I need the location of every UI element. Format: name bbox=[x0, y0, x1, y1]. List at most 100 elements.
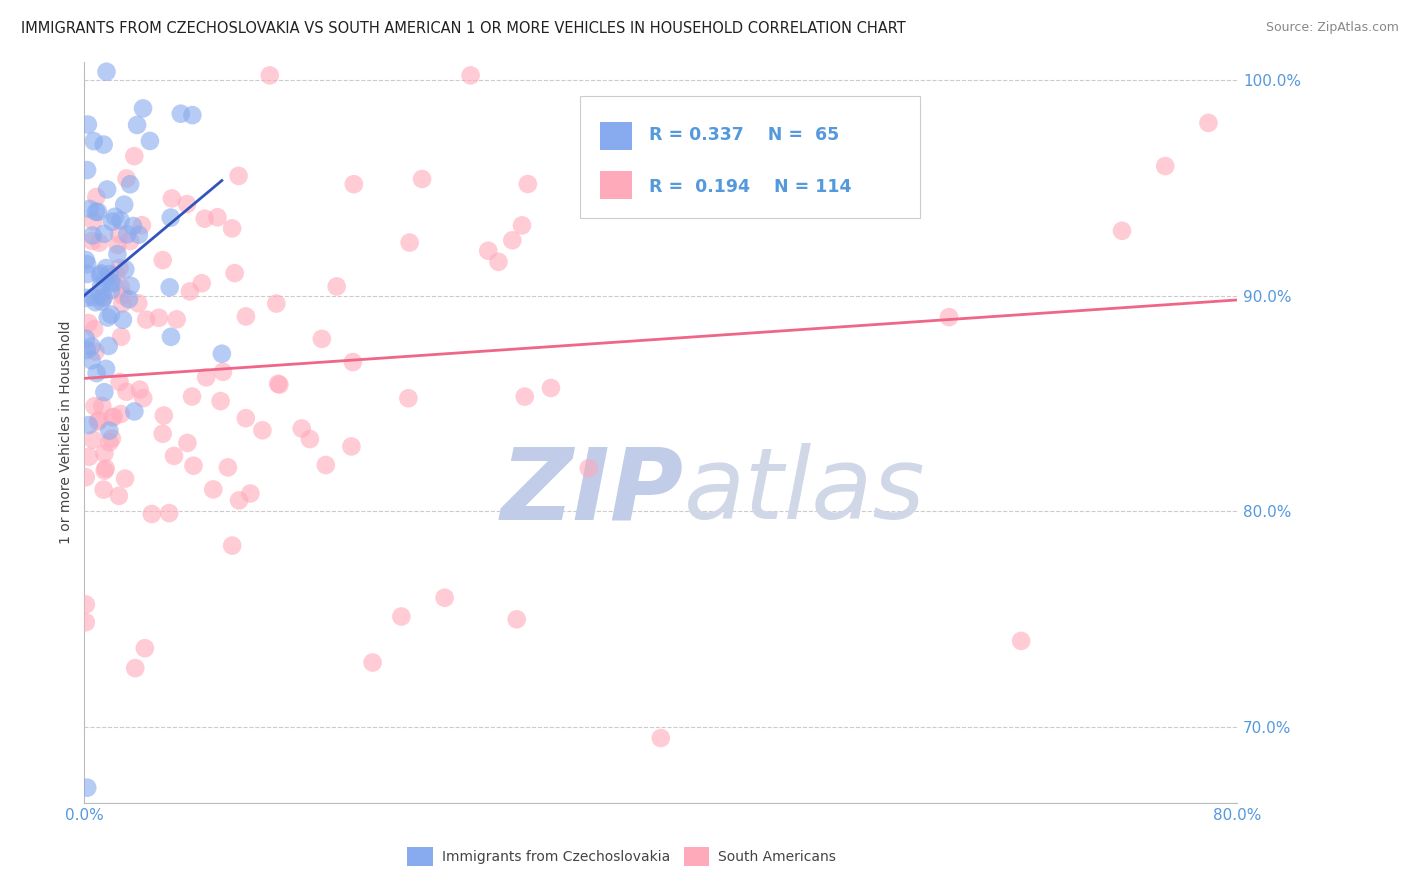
Point bbox=[135, 312, 157, 326]
Point bbox=[97, 310, 120, 325]
Point bbox=[111, 296, 134, 310]
Point bbox=[77, 316, 100, 330]
Point bbox=[90, 294, 112, 309]
Point bbox=[195, 370, 218, 384]
Point bbox=[128, 227, 150, 242]
Bar bbox=[408, 847, 433, 866]
Point bbox=[103, 409, 125, 424]
Point bbox=[578, 461, 600, 475]
Point bbox=[75, 598, 97, 612]
Point bbox=[501, 233, 523, 247]
Text: Source: ZipAtlas.com: Source: ZipAtlas.com bbox=[1265, 21, 1399, 34]
Point bbox=[76, 267, 98, 281]
Point bbox=[128, 383, 150, 397]
Point bbox=[650, 731, 672, 745]
Point bbox=[202, 483, 225, 497]
Point bbox=[124, 404, 146, 418]
Point bbox=[1198, 116, 1220, 130]
Point bbox=[179, 285, 201, 299]
Point bbox=[93, 446, 115, 460]
Point bbox=[101, 432, 124, 446]
Point bbox=[170, 106, 193, 120]
Point bbox=[361, 656, 384, 670]
Point bbox=[83, 322, 105, 336]
Point bbox=[101, 410, 124, 425]
Point bbox=[488, 255, 510, 269]
Text: ZIP: ZIP bbox=[501, 443, 683, 541]
Point bbox=[98, 267, 121, 281]
Point bbox=[617, 199, 640, 213]
Point bbox=[94, 261, 117, 276]
Point bbox=[153, 409, 176, 423]
Point bbox=[87, 204, 110, 219]
Point bbox=[166, 312, 188, 326]
Point bbox=[82, 290, 104, 304]
Point bbox=[160, 330, 183, 344]
Point bbox=[269, 377, 291, 392]
Point bbox=[76, 780, 98, 795]
Point bbox=[131, 218, 153, 232]
Point bbox=[111, 312, 134, 326]
Point bbox=[127, 118, 149, 132]
Point bbox=[110, 330, 132, 344]
Text: South Americans: South Americans bbox=[718, 850, 837, 863]
Point bbox=[235, 310, 257, 324]
Point bbox=[94, 461, 117, 475]
Point bbox=[87, 413, 110, 427]
Point bbox=[228, 493, 250, 508]
Point bbox=[411, 172, 433, 186]
Point bbox=[221, 221, 243, 235]
Point bbox=[152, 426, 174, 441]
Point bbox=[100, 308, 122, 322]
Point bbox=[90, 267, 112, 281]
Point bbox=[82, 228, 104, 243]
Point bbox=[76, 343, 98, 357]
Point bbox=[75, 252, 97, 267]
Point bbox=[82, 433, 104, 447]
Point bbox=[510, 219, 533, 233]
Point bbox=[115, 384, 138, 399]
Point bbox=[79, 202, 101, 216]
Point bbox=[152, 253, 174, 268]
Point bbox=[291, 421, 314, 435]
Text: R =  0.194    N = 114: R = 0.194 N = 114 bbox=[650, 178, 852, 195]
Text: Immigrants from Czechoslovakia: Immigrants from Czechoslovakia bbox=[441, 850, 671, 863]
Point bbox=[86, 366, 108, 380]
Point bbox=[120, 178, 142, 192]
Point bbox=[93, 227, 115, 241]
Point bbox=[221, 539, 243, 553]
Point bbox=[77, 418, 100, 433]
Point bbox=[100, 275, 122, 289]
Point bbox=[75, 470, 97, 484]
Point bbox=[134, 641, 156, 656]
Point bbox=[122, 149, 145, 163]
Point bbox=[190, 277, 212, 291]
Point bbox=[217, 460, 239, 475]
Point bbox=[141, 507, 163, 521]
Point bbox=[80, 353, 103, 368]
Point bbox=[111, 288, 134, 302]
Point bbox=[460, 69, 482, 83]
Point bbox=[82, 214, 104, 228]
Point bbox=[194, 211, 217, 226]
Point bbox=[93, 385, 115, 400]
Point bbox=[176, 197, 198, 211]
Point bbox=[84, 204, 107, 219]
Point bbox=[176, 436, 198, 450]
Point bbox=[315, 458, 337, 472]
Point bbox=[82, 234, 104, 248]
Point bbox=[80, 339, 103, 353]
Point bbox=[124, 661, 146, 675]
Point bbox=[477, 244, 499, 258]
Point bbox=[122, 219, 145, 233]
Point bbox=[148, 310, 170, 325]
Point bbox=[398, 235, 420, 250]
Point bbox=[84, 344, 107, 359]
Point bbox=[108, 375, 131, 389]
Point bbox=[1111, 224, 1133, 238]
Point bbox=[96, 182, 118, 196]
Bar bbox=[683, 847, 709, 866]
Point bbox=[83, 134, 105, 148]
Point bbox=[104, 210, 127, 224]
Point bbox=[110, 280, 132, 294]
